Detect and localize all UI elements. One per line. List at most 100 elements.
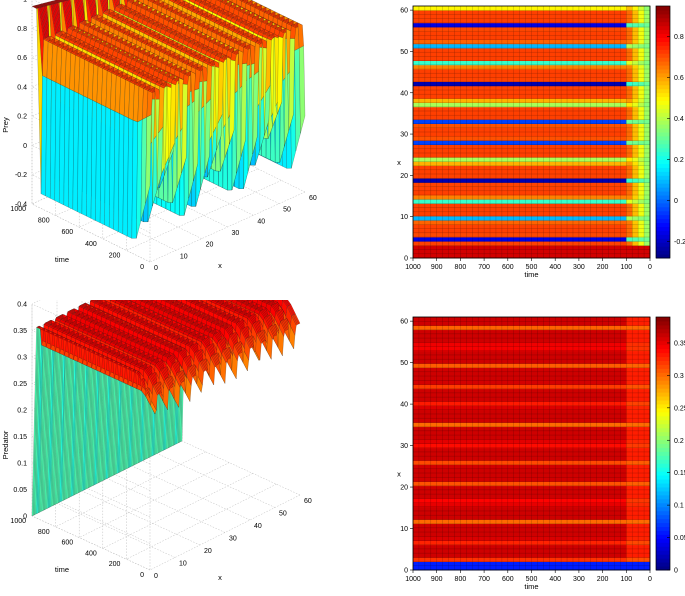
heatmap-cell [526,119,532,124]
heatmap-cell [620,124,626,129]
heatmap-cell [555,191,561,196]
heatmap-cell [466,170,472,175]
heatmap-cell [431,166,437,171]
heatmap-cell [579,182,585,187]
heatmap-cell [638,98,644,103]
heatmap-cell [614,77,620,82]
heatmap-cell [514,178,520,183]
heatmap-cell [609,241,615,246]
heatmap-cell [419,157,425,162]
heatmap-cell [626,107,632,112]
heatmap-cell [514,237,520,242]
heatmap-cell [472,128,478,133]
heatmap-cell [484,82,490,87]
heatmap-cell [597,166,603,171]
heatmap-cell [638,170,644,175]
heatmap-cell [620,233,626,238]
heatmap-cell [537,82,543,87]
heatmap-cell [466,132,472,137]
heatmap-cell [638,216,644,221]
heatmap-cell [614,103,620,108]
heatmap-cell [609,94,615,99]
heatmap-cell [549,178,555,183]
heatmap-cell [561,82,567,87]
heatmap-cell [466,128,472,133]
heatmap-cell [520,149,526,154]
heatmap-cell [502,195,508,200]
heatmap-cell [431,115,437,120]
heatmap-cell [419,166,425,171]
heatmap-cell [638,136,644,141]
heatmap-cell [443,170,449,175]
heatmap-cell [502,153,508,158]
heatmap-cell [632,128,638,133]
heatmap-cell [443,111,449,116]
heatmap-cell [437,90,443,95]
heatmap-cell [644,187,650,192]
heatmap-cell [573,250,579,255]
heatmap-cell [514,174,520,179]
heatmap-cell [537,140,543,145]
heatmap-cell [526,90,532,95]
heatmap-cell [419,90,425,95]
heatmap-cell [638,119,644,124]
heatmap-cell [603,111,609,116]
heatmap-cell [443,212,449,217]
heatmap-cell [466,140,472,145]
heatmap-cell [413,208,419,213]
heatmap-cell [644,216,650,221]
heatmap-cell [567,98,573,103]
heatmap-cell [431,233,437,238]
heatmap-cell [591,98,597,103]
heatmap-cell [532,140,538,145]
heatmap-cell [626,199,632,204]
heatmap-cell [567,136,573,141]
heatmap-cell [614,82,620,87]
heatmap-cell [454,111,460,116]
heatmap-cell [537,216,543,221]
heatmap-cell [632,203,638,208]
heatmap-cell [549,166,555,171]
heatmap-cell [543,157,549,162]
heatmap-cell [496,250,502,255]
heatmap-cell [449,107,455,112]
heatmap-cell [460,124,466,129]
heatmap-cell [526,216,532,221]
heatmap-cell [484,245,490,250]
heatmap-cell [413,229,419,234]
heatmap-cell [490,98,496,103]
heatmap-cell [490,212,496,217]
heatmap-cell [526,182,532,187]
heatmap-cell [472,69,478,74]
time-tick-label: 200 [109,252,121,259]
heatmap-cell [514,69,520,74]
heatmap-cell [543,220,549,225]
x-axis-label: x [218,261,222,270]
heatmap-cell [484,166,490,171]
heatmap-cell [454,195,460,200]
heatmap-cell [425,157,431,162]
time-tick-label: 0 [140,264,144,271]
heatmap-cell [579,224,585,229]
heatmap-cell [585,77,591,82]
heatmap-cell [490,65,496,70]
heatmap-cell [502,103,508,108]
heatmap-cell [567,153,573,158]
heatmap-cell [437,178,443,183]
heatmap-cell [567,245,573,250]
heatmap-cell [526,170,532,175]
heatmap-cell [413,132,419,137]
heatmap-cell [449,182,455,187]
heatmap-cell [472,250,478,255]
heatmap-cell [603,212,609,217]
heatmap-cell [454,224,460,229]
heatmap-cell [460,77,466,82]
heatmap-cell [425,77,431,82]
heatmap-cell [472,203,478,208]
heatmap-cell [549,90,555,95]
heatmap-cell [561,157,567,162]
heatmap-cell [413,241,419,246]
heatmap-cell [626,149,632,154]
heatmap-cell [443,86,449,91]
heatmap-cell [620,69,626,74]
